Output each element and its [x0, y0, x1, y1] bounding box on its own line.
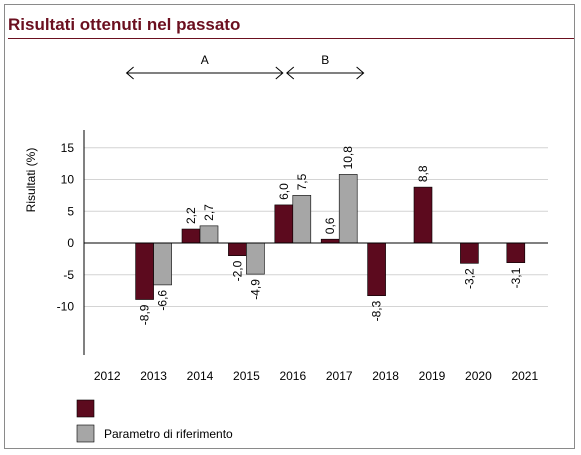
y-tick-label: 5	[67, 204, 74, 218]
period-label: B	[321, 53, 329, 67]
data-label: -3,2	[462, 268, 476, 289]
bar	[506, 242, 526, 263]
data-label: -6,6	[156, 290, 170, 311]
x-tick-label: 2014	[187, 369, 214, 383]
x-tick-label: 2013	[140, 369, 167, 383]
bar	[320, 238, 340, 244]
bar	[460, 242, 479, 264]
data-label: -4,9	[248, 279, 262, 300]
bar	[413, 186, 433, 244]
period-label: A	[201, 53, 209, 67]
data-label: 8,8	[416, 165, 430, 182]
x-tick-label: 2021	[511, 369, 538, 383]
bar	[135, 242, 154, 300]
x-tick-label: 2019	[419, 369, 446, 383]
x-tick-label: 2017	[326, 369, 353, 383]
data-label: 0,6	[323, 217, 337, 234]
data-label: -8,3	[370, 300, 384, 321]
period-arrowhead-right	[356, 66, 365, 80]
bar	[228, 242, 247, 256]
bar	[246, 242, 265, 275]
data-label: 7,5	[295, 173, 309, 190]
bar	[274, 204, 294, 244]
legend-swatch	[76, 399, 95, 418]
y-axis-title: Risultati (%)	[24, 148, 38, 213]
y-tick-label: 10	[61, 173, 75, 187]
y-tick-label: -10	[57, 300, 75, 314]
bar	[153, 242, 172, 286]
title-divider	[8, 38, 574, 39]
legend-swatch	[76, 424, 95, 443]
x-tick-label: 2020	[465, 369, 492, 383]
bar	[181, 228, 201, 244]
data-label: 10,8	[341, 146, 355, 170]
y-tick-label: 15	[61, 141, 75, 155]
period-arrowhead-left	[125, 66, 134, 80]
bar	[292, 195, 312, 244]
data-label: 2,2	[184, 207, 198, 224]
data-label: 6,0	[277, 183, 291, 200]
y-tick-label: -5	[63, 268, 74, 282]
data-label: -3,1	[509, 267, 523, 288]
chart-title: Risultati ottenuti nel passato	[8, 15, 241, 34]
bar	[199, 225, 219, 244]
bar	[338, 174, 358, 244]
y-tick-label: 0	[67, 236, 74, 250]
legend-label: Parametro di riferimento	[104, 427, 233, 441]
bar	[367, 242, 386, 297]
data-label: -8,9	[138, 304, 152, 325]
x-tick-label: 2015	[233, 369, 260, 383]
period-arrowhead-left	[286, 66, 295, 80]
data-label: -2,0	[230, 260, 244, 281]
x-tick-label: 2016	[279, 369, 306, 383]
data-label: 2,7	[202, 204, 216, 221]
x-tick-label: 2012	[94, 369, 121, 383]
period-arrowhead-right	[275, 66, 284, 80]
x-tick-label: 2018	[372, 369, 399, 383]
